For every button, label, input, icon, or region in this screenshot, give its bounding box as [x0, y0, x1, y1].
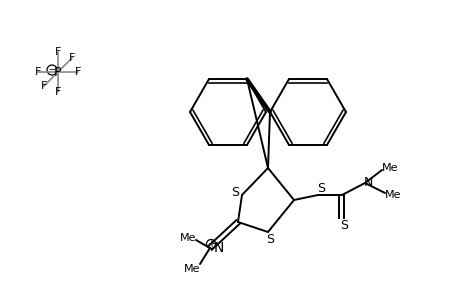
Text: S: S — [230, 187, 239, 200]
Text: P: P — [54, 65, 62, 79]
Text: S: S — [339, 220, 347, 232]
Text: −: − — [48, 65, 56, 74]
Text: N: N — [363, 176, 372, 188]
Text: Me: Me — [381, 163, 397, 173]
Text: N: N — [213, 241, 224, 255]
Text: +: + — [207, 239, 214, 249]
Text: F: F — [40, 81, 47, 91]
Text: Me: Me — [179, 233, 196, 243]
Text: S: S — [265, 233, 274, 247]
Text: S: S — [316, 182, 325, 196]
Text: F: F — [55, 47, 61, 57]
Text: F: F — [75, 67, 81, 77]
Text: Me: Me — [384, 190, 400, 200]
Text: F: F — [55, 87, 61, 97]
Text: F: F — [69, 53, 75, 63]
Text: Me: Me — [183, 264, 200, 274]
Text: F: F — [35, 67, 41, 77]
